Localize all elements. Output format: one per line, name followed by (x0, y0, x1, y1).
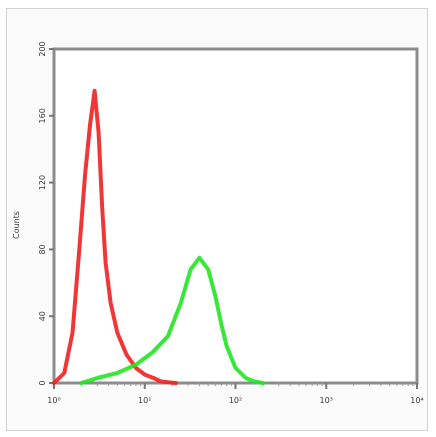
y-tick-label: 120 (38, 175, 47, 190)
y-tick-label: 200 (38, 41, 47, 56)
plot-area (52, 47, 419, 385)
y-tick-label: 80 (38, 244, 47, 254)
series-line-1 (52, 88, 178, 385)
y-axis-label: Counts (12, 211, 21, 239)
x-tick-label: 10³ (320, 396, 333, 405)
x-tick-label: 10¹ (138, 396, 151, 405)
y-tick-label: 40 (38, 311, 47, 321)
histogram-chart: Counts 0 40 80 120 160 200 10⁰ 10¹ 10² 10³ 10⁴ (12, 41, 424, 405)
x-tick-label: 10² (229, 396, 242, 405)
chart-frame: Counts 0 40 80 120 160 200 10⁰ 10¹ 10² 10³ 10⁴ (6, 8, 428, 431)
x-tick-label: 10⁰ (47, 396, 60, 405)
x-tick-label: 10⁴ (410, 396, 423, 405)
y-tick-label: 0 (38, 380, 47, 385)
y-tick-label: 160 (38, 108, 47, 123)
series-line-2 (79, 255, 265, 385)
